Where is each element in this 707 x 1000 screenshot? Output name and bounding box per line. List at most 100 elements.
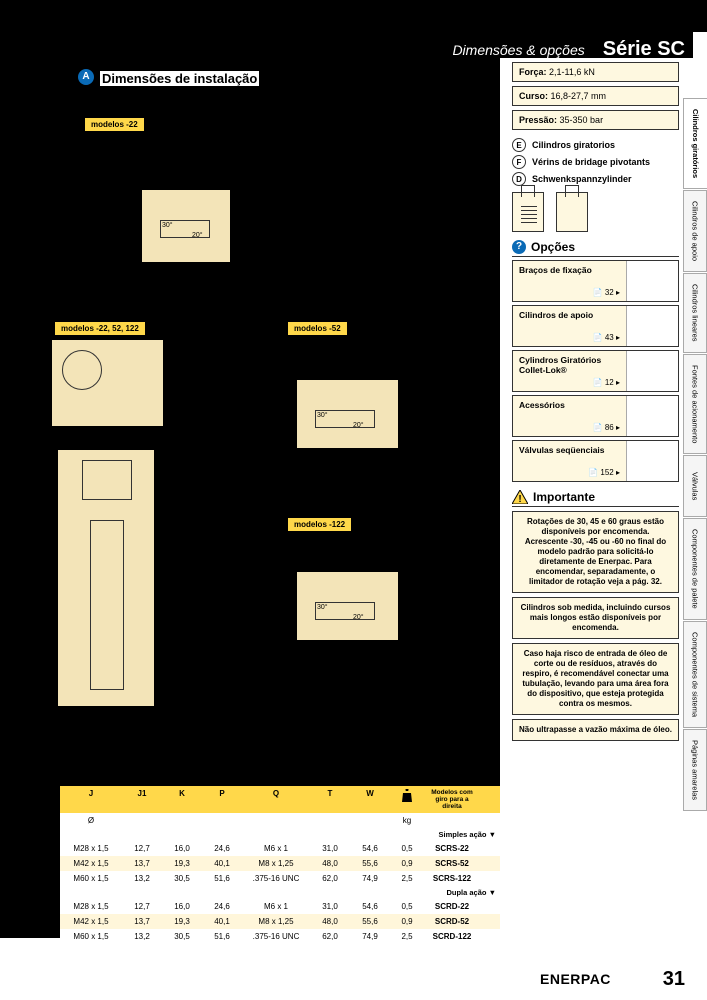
- section-title: Dimensões de instalação: [100, 71, 259, 86]
- dimensions-table: J J1 K P Q T W Modelos com giro para a d…: [60, 786, 500, 944]
- kg-label: kg: [390, 813, 424, 828]
- diam-symbol: Ø: [60, 813, 122, 828]
- table-cell: .375-16 UNC: [242, 871, 310, 886]
- table-cell: M8 x 1,25: [242, 914, 310, 929]
- diagram-cylinder: [56, 448, 156, 708]
- table-cell: SCRS-52: [424, 856, 480, 871]
- right-panel: Força: 2,1-11,6 kN Curso: 16,8-27,7 mm Pre…: [500, 58, 707, 978]
- table-cell: SCRD-22: [424, 899, 480, 914]
- table-row: M28 x 1,512,716,024,6M6 x 131,054,60,5SC…: [60, 899, 500, 914]
- table-cell: 0,9: [390, 914, 424, 929]
- option-page: 📄 32 ▸: [519, 288, 620, 297]
- warning-icon: !: [512, 490, 528, 504]
- table-cell: 0,5: [390, 841, 424, 856]
- lang-badge: F: [512, 155, 526, 169]
- table-cell: 51,6: [202, 871, 242, 886]
- option-card[interactable]: Cilindros de apoio📄 43 ▸: [512, 305, 679, 347]
- table-cell: SCRS-22: [424, 841, 480, 856]
- table-cell: 48,0: [310, 914, 350, 929]
- option-card[interactable]: Válvulas seqüenciais📄 152 ▸: [512, 440, 679, 482]
- table-cell: 2,5: [390, 929, 424, 944]
- table-cell: 74,9: [350, 929, 390, 944]
- th-w: W: [350, 786, 390, 813]
- spec-box: Curso: 16,8-27,7 mm: [512, 86, 679, 106]
- table-cell: SCRD-122: [424, 929, 480, 944]
- side-tab[interactable]: Válvulas: [683, 455, 707, 517]
- table-cell: 30,5: [162, 929, 202, 944]
- side-tab[interactable]: Cilindros lineares: [683, 273, 707, 353]
- lang-item: D Schwenkspannzylinder: [512, 172, 679, 186]
- th-models: Modelos com giro para a direita: [424, 786, 480, 813]
- side-tab[interactable]: Componentes de sistema: [683, 621, 707, 728]
- table-cell: 24,6: [202, 841, 242, 856]
- diagram-52: 30° 20°: [295, 378, 400, 450]
- brand-logo: ENERPAC: [540, 971, 611, 987]
- table-cell: M6 x 1: [242, 841, 310, 856]
- table-cell: 2,5: [390, 871, 424, 886]
- model-label-22: modelos -22: [85, 118, 144, 131]
- table-cell: 13,7: [122, 856, 162, 871]
- model-label-52: modelos -52: [288, 322, 347, 335]
- option-card[interactable]: Cylindros Giratórios Collet-Lok®📄 12 ▸: [512, 350, 679, 392]
- side-tab[interactable]: Componentes de palete: [683, 518, 707, 620]
- main-content: A Dimensões de instalação modelos -22 mo…: [0, 58, 500, 938]
- table-cell: M60 x 1,5: [60, 871, 122, 886]
- option-card[interactable]: Acessórios📄 86 ▸: [512, 395, 679, 437]
- cylinder-icon-spring: [512, 192, 544, 232]
- info-box: Caso haja risco de entrada de óleo de co…: [512, 643, 679, 715]
- page-number: 31: [663, 968, 685, 991]
- lang-badge: D: [512, 172, 526, 186]
- option-image: [626, 396, 678, 436]
- model-label-225212: modelos -22, 52, 122: [55, 322, 145, 335]
- side-tab[interactable]: Cilindros giratórios: [683, 98, 707, 189]
- side-tab[interactable]: Fontes de acionamento: [683, 354, 707, 454]
- svg-text:!: !: [518, 494, 521, 504]
- option-image: [626, 441, 678, 481]
- table-cell: 55,6: [350, 856, 390, 871]
- th-t: T: [310, 786, 350, 813]
- option-name: Acessórios: [519, 400, 620, 410]
- section-icon: A: [78, 69, 94, 85]
- diagram-22: 30° 20°: [140, 188, 232, 264]
- spec-box: Força: 2,1-11,6 kN: [512, 62, 679, 82]
- lang-item: ECilindros giratorios: [512, 138, 679, 152]
- table-cell: 40,1: [202, 856, 242, 871]
- table-row: M42 x 1,513,719,340,1M8 x 1,2548,055,60,…: [60, 914, 500, 929]
- option-card[interactable]: Braços de fixação 📄 32 ▸: [512, 260, 679, 302]
- option-image: [626, 306, 678, 346]
- table-cell: SCRS-122: [424, 871, 480, 886]
- cylinder-icons: [512, 192, 707, 232]
- important-title: Importante: [533, 490, 595, 504]
- option-name: Braços de fixação: [519, 265, 620, 275]
- table-cell: M42 x 1,5: [60, 856, 122, 871]
- table-cell: 16,0: [162, 899, 202, 914]
- table-row: M42 x 1,513,719,340,1M8 x 1,2548,055,60,…: [60, 856, 500, 871]
- option-page: 📄 152 ▸: [519, 468, 620, 477]
- header-subtitle: Dimensões & opções: [452, 42, 584, 58]
- diagram-rotary: [50, 338, 165, 428]
- th-j: J: [60, 786, 122, 813]
- double-action-label: Dupla ação ▼: [442, 886, 500, 899]
- cylinder-icon-double: [556, 192, 588, 232]
- lang-text: Vérins de bridage pivotants: [532, 157, 650, 167]
- table-cell: 55,6: [350, 914, 390, 929]
- table-cell: 62,0: [310, 929, 350, 944]
- side-tab[interactable]: Cilindros de apoio: [683, 190, 707, 272]
- table-cell: M6 x 1: [242, 899, 310, 914]
- info-box: Rotações de 30, 45 e 60 graus estão disp…: [512, 511, 679, 593]
- table-cell: 0,9: [390, 856, 424, 871]
- important-header: ! Importante: [512, 490, 679, 507]
- simple-action-label: Simples ação ▼: [435, 828, 500, 841]
- options-header: ? Opções: [512, 240, 679, 257]
- th-q: Q: [242, 786, 310, 813]
- table-cell: 31,0: [310, 899, 350, 914]
- side-tab[interactable]: Páginas amarelas: [683, 729, 707, 811]
- options-title: Opções: [531, 240, 575, 254]
- table-cell: SCRD-52: [424, 914, 480, 929]
- model-label-122: modelos -122: [288, 518, 351, 531]
- th-k: K: [162, 786, 202, 813]
- table-cell: 74,9: [350, 871, 390, 886]
- diagram-122: 30° 20°: [295, 570, 400, 642]
- lang-text: Schwenkspannzylinder: [532, 174, 632, 184]
- spec-box: Pressão: 35-350 bar: [512, 110, 679, 130]
